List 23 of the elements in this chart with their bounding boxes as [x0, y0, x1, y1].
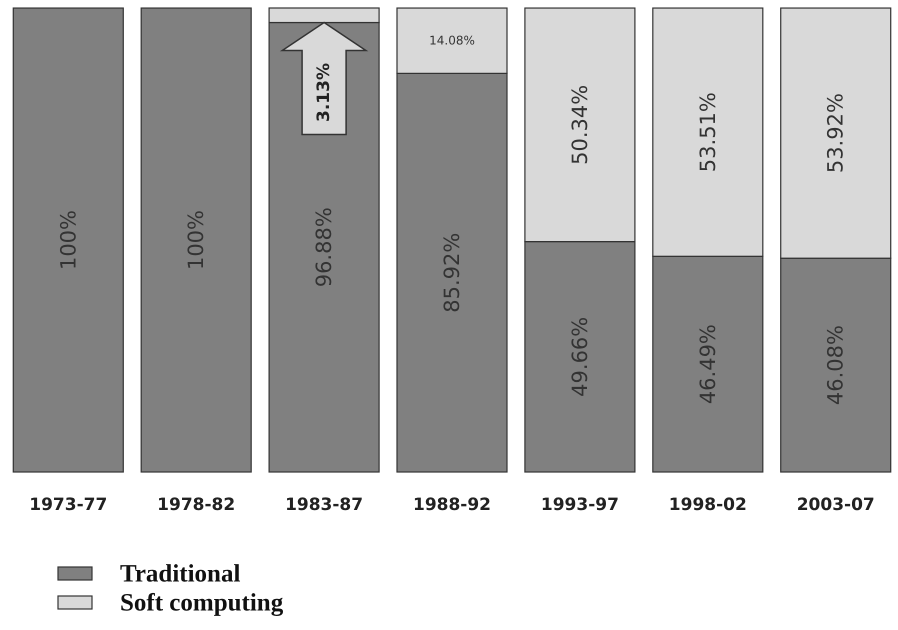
x-tick-label: 1993-97	[540, 495, 619, 515]
data-label: 50.34%	[568, 84, 592, 165]
legend-label: Traditional	[120, 560, 240, 588]
data-label: 14.08%	[429, 34, 475, 48]
data-label: 100%	[56, 210, 80, 270]
x-tick-label: 2003-07	[796, 495, 875, 515]
data-label: 85.92%	[440, 232, 464, 313]
data-label: 46.08%	[824, 325, 848, 406]
data-label: 53.92%	[824, 93, 848, 174]
data-label: 96.88%	[312, 207, 336, 288]
bar	[12, 7, 124, 473]
legend-label: Soft computing	[120, 590, 284, 616]
x-tick-label: 1988-92	[412, 495, 492, 515]
data-label: 49.66%	[568, 316, 592, 397]
x-tick-label: 1983-87	[285, 495, 364, 515]
x-tick-label: 1973-77	[29, 495, 108, 515]
bar	[140, 7, 252, 473]
data-label: 53.51%	[696, 92, 720, 172]
data-label: 100%	[184, 210, 208, 270]
x-tick-label: 1978-82	[157, 495, 236, 515]
data-label: 46.49%	[696, 324, 720, 404]
x-tick-label: 1998-02	[668, 495, 747, 515]
data-label: 3.13%	[314, 63, 334, 122]
